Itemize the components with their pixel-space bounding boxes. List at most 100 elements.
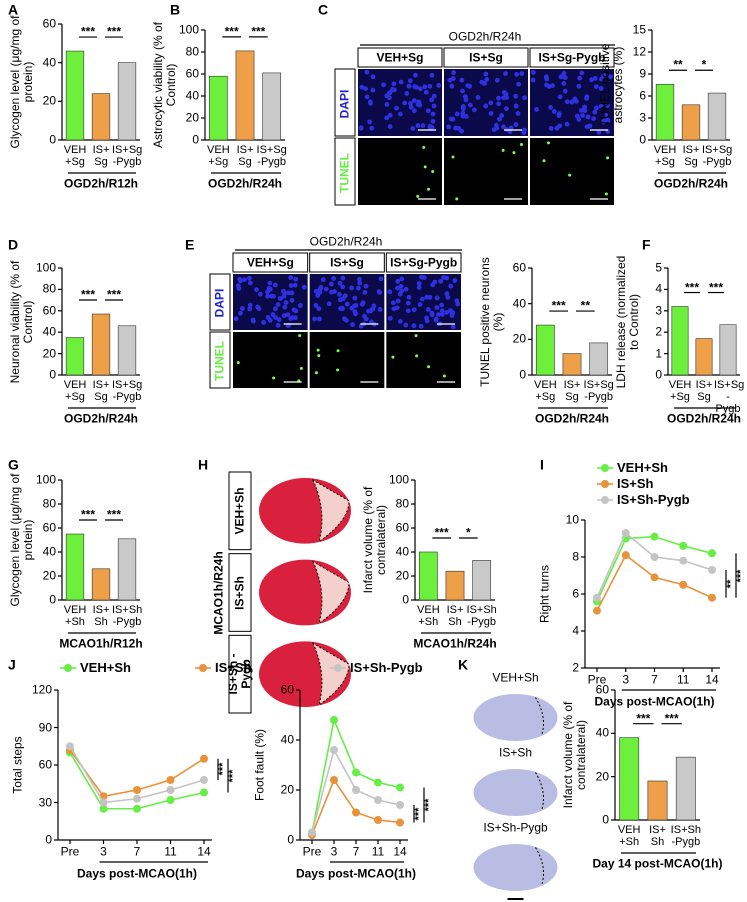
cell [362,289,368,295]
cell [491,127,497,133]
cell [436,83,442,88]
cell [276,317,282,323]
x-tick-label: IS+Sh -Pygb [670,824,701,849]
y-tick-label: 40 [595,725,609,740]
y-axis-label: Foot fault (%) [252,728,267,802]
cell [488,100,494,106]
y-tick-label: 0 [49,592,56,607]
cell [352,309,358,315]
cell [551,109,557,114]
cell [564,99,570,105]
cell [584,94,590,100]
cell [427,365,431,369]
cell [601,72,607,78]
x-tick-label: IS+ Sg [695,379,713,404]
x-tick-label: IS+ Sg [236,144,254,169]
significance-label: *** [106,287,121,302]
cell [338,306,343,311]
panel-letter: E [185,236,195,253]
cell [332,289,337,294]
cell [497,116,502,122]
significance-label: ** [580,298,590,313]
cell [404,90,410,96]
panel-letter: I [540,456,544,473]
bar [117,62,137,141]
cell [460,110,466,116]
legend-label: VEH+Sh [617,459,668,475]
row-label: TUNEL [212,341,227,381]
cell [433,317,439,323]
cell [349,285,355,291]
point [66,742,74,751]
cell [312,316,318,322]
micrograph [444,138,528,205]
cell [572,96,578,102]
cell [314,371,318,375]
cell [269,293,274,299]
cell [405,300,411,306]
panel-letter: D [8,236,19,253]
point [374,796,382,804]
column-header: IS+Sg [330,255,364,270]
cell [459,77,465,83]
y-tick-label: 6 [572,586,579,601]
y-tick-label: 60 [512,260,526,275]
y-tick-label: 80 [185,44,199,59]
cell [384,93,390,99]
cell [349,305,355,311]
cell [336,368,340,372]
cell [503,91,509,97]
cell [277,295,283,301]
image-title: OGD2h/R24h [448,29,522,44]
point [679,556,688,565]
x-tick-label: VEH +Sh [617,824,641,849]
brain-slice [473,844,558,891]
bar [655,83,675,141]
cell [247,280,253,286]
cell [370,87,376,93]
x-tick-label: 3 [330,844,338,859]
cell [419,296,425,302]
x-tick-label: 7 [651,672,658,687]
cell [395,298,401,304]
y-tick-label: 100 [35,260,56,275]
cell [254,287,259,293]
cell [501,148,505,152]
cell [445,294,451,300]
cell [256,306,262,312]
y-tick-label: 40 [395,544,409,559]
cell [455,197,459,201]
cell [233,316,239,322]
y-tick-label: 0 [519,367,526,382]
cell [431,103,437,109]
x-tick-label: 7 [352,844,360,859]
y-tick-label: 6 [639,88,646,103]
bar [675,756,696,821]
cell [450,310,456,316]
cell [391,306,397,312]
cell [288,316,294,321]
column-header-box [529,47,615,68]
cell [521,130,527,136]
cell [272,376,276,380]
cell [569,99,575,105]
x-tick-label: Pre [302,844,322,859]
panel-letter: C [318,1,329,18]
cell [272,282,278,288]
point [166,786,175,794]
legend-marker [601,464,609,472]
y-axis-label: LDH release (normalized to Control) [613,255,641,388]
cell [282,304,288,310]
significance-label: *** [80,287,95,302]
bar [418,551,438,601]
x-tick-label: IS+ Sh [649,824,666,849]
significance-label: *** [422,798,435,812]
x-tick-label: IS+Sh -Pygb [466,604,497,629]
cell [289,290,295,296]
y-axis-label: Glycogen level (μg/mg of protein) [7,473,35,607]
bar [117,325,137,376]
cell [512,151,516,155]
cell [403,286,409,292]
x-tick-label: IS+ Sh [446,604,464,629]
cell [600,119,606,125]
